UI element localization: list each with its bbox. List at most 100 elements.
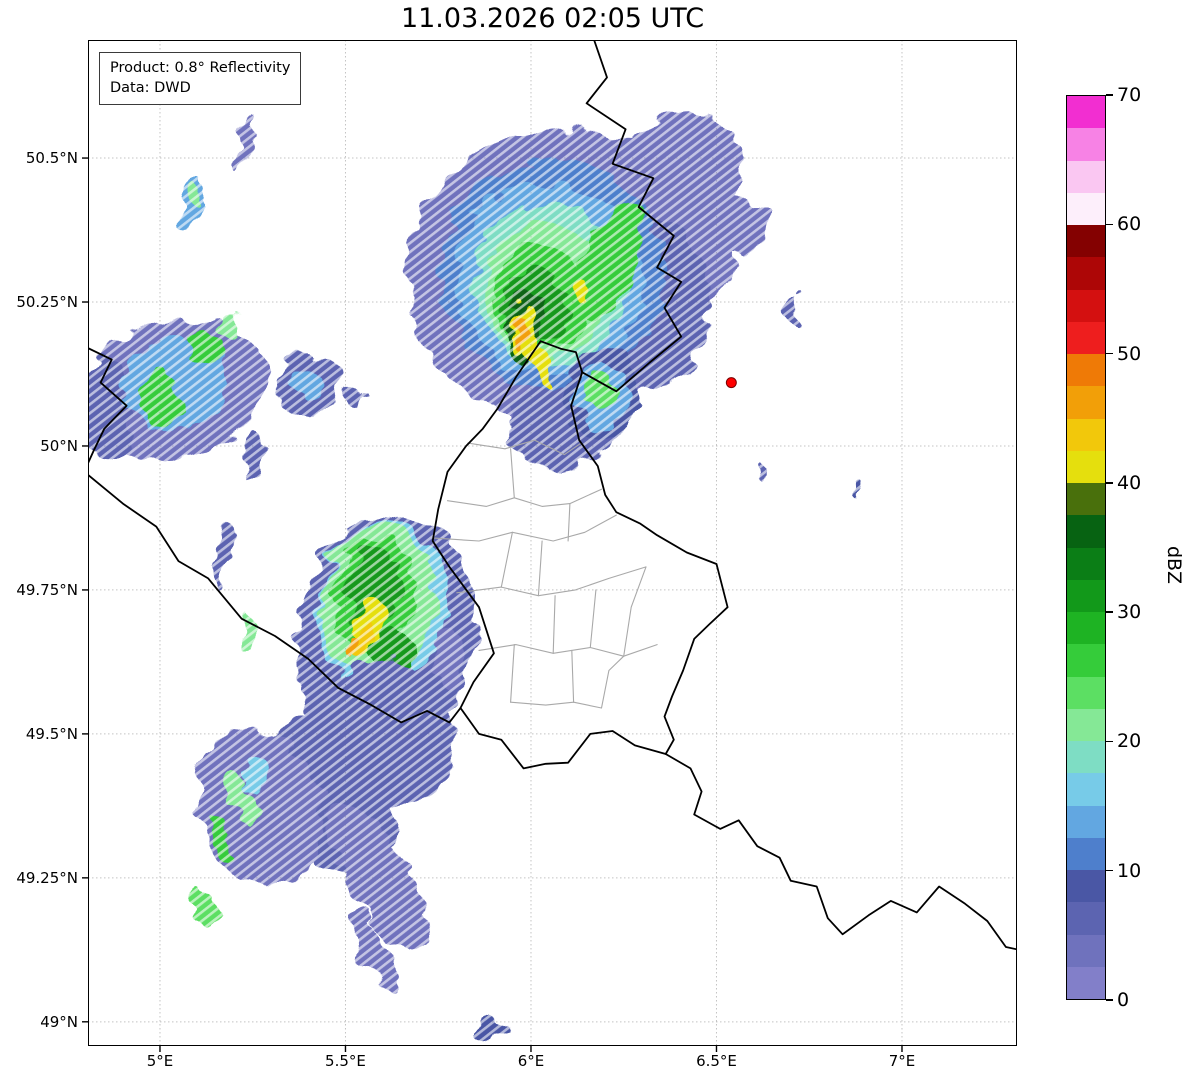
echo-cell (347, 634, 359, 661)
echo-cell (236, 115, 255, 166)
colorbar-segment (1067, 289, 1105, 322)
echo-cell (221, 313, 240, 337)
echo-cell (241, 612, 257, 648)
colorbar-segment (1067, 708, 1105, 741)
x-tick-label: 7°E (888, 1052, 916, 1070)
y-tick-label: 50.25°N (16, 293, 78, 311)
echo-cell (289, 365, 327, 400)
colorbar-segment (1067, 966, 1105, 999)
colorbar-tick-mark (1106, 611, 1113, 613)
colorbar-tick-label: 0 (1117, 989, 1130, 1011)
colorbar-segment (1067, 128, 1105, 161)
colorbar-segment (1067, 870, 1105, 903)
echo-cell (192, 882, 217, 932)
colorbar-segment (1067, 612, 1105, 645)
colorbar-tick-mark (1106, 482, 1113, 484)
colorbar-tick-label: 40 (1117, 471, 1142, 494)
colorbar-tick-label: 30 (1117, 601, 1142, 624)
colorbar-segment (1067, 192, 1105, 225)
fr-de-border (664, 753, 1017, 951)
y-tick-label: 49°N (40, 1012, 78, 1031)
admin-boundary (500, 531, 513, 588)
colorbar-segment (1067, 579, 1105, 612)
colorbar-segment (1067, 902, 1105, 935)
echo-cell (757, 463, 765, 481)
echo-cell (328, 801, 430, 955)
echo-cell (180, 176, 207, 233)
y-tick-label: 50°N (40, 436, 78, 455)
colorbar-segment (1067, 644, 1105, 677)
echo-cell (243, 756, 263, 792)
figure-title: 11.03.2026 02:05 UTC (400, 3, 705, 34)
border-layer (88, 40, 1017, 951)
colorbar-segment (1067, 934, 1105, 967)
admin-boundary (510, 701, 603, 709)
fr-be-border (88, 473, 462, 724)
colorbar-unit-label: dBZ (1163, 545, 1185, 585)
echo-cell (584, 371, 619, 412)
colorbar-segment (1067, 837, 1105, 870)
radar-echo-layer (88, 115, 864, 1037)
admin-boundary (510, 448, 515, 499)
colorbar-segment (1067, 321, 1105, 354)
admin-boundary (456, 566, 647, 597)
echo-cell (210, 816, 236, 859)
radar-map (82, 40, 1017, 1052)
be-de-border (581, 40, 683, 393)
echo-cell (434, 624, 465, 694)
admin-boundary (510, 644, 515, 703)
colorbar-tick-mark (1106, 999, 1113, 1001)
echo-cell (353, 622, 375, 662)
echo-cell (475, 1018, 506, 1037)
echo-cell (352, 910, 398, 995)
colorbar-tick-label: 60 (1117, 213, 1142, 236)
y-tick-label: 50.5°N (25, 149, 78, 168)
colorbar (1066, 95, 1106, 1000)
colorbar-segment (1067, 160, 1105, 193)
radar-site-marker (725, 377, 737, 389)
admin-boundary (467, 439, 582, 456)
x-tick-label: 5°E (146, 1052, 174, 1070)
axis-ticks (82, 157, 903, 1052)
colorbar-segment (1067, 741, 1105, 774)
admin-boundary (433, 514, 617, 542)
product-annotation: Product: 0.8° Reflectivity Data: DWD (99, 52, 302, 105)
colorbar-segment (1067, 676, 1105, 709)
colorbar-tick-label: 20 (1117, 730, 1142, 753)
echo-cell (191, 181, 203, 205)
y-tick-label: 49.75°N (16, 580, 78, 599)
colorbar-segment (1067, 96, 1105, 129)
echo-cell (573, 203, 645, 321)
admin-boundary (552, 595, 556, 654)
admin-boundary (567, 503, 571, 542)
echo-cell (225, 773, 258, 827)
admin-boundary (571, 649, 575, 703)
colorbar-segment (1067, 354, 1105, 387)
colorbar-segment (1067, 547, 1105, 580)
luxembourg-border (431, 340, 729, 770)
colorbar-segment (1067, 483, 1105, 516)
colorbar-segment (1067, 386, 1105, 419)
x-tick-label: 6°E (517, 1052, 545, 1070)
colorbar-segment (1067, 773, 1105, 806)
admin-boundary (478, 644, 658, 657)
admin-boundary (537, 540, 543, 597)
colorbar-segment (1067, 418, 1105, 451)
echo-cell (525, 337, 551, 388)
colorbar-segment (1067, 225, 1105, 258)
echo-cell (139, 373, 181, 426)
admin-boundary (589, 589, 597, 649)
echo-cell (242, 429, 263, 481)
colorbar-tick-mark (1106, 352, 1113, 355)
colorbar-tick-mark (1106, 740, 1113, 743)
echo-cell (187, 327, 222, 369)
colorbar-segment (1067, 515, 1105, 548)
y-tick-label: 49.25°N (16, 868, 78, 887)
y-tick-label: 49.5°N (25, 724, 78, 743)
echo-cell (858, 480, 864, 493)
colorbar-segment (1067, 805, 1105, 838)
fr-be-border-givet (88, 347, 128, 465)
colorbar-segment (1067, 257, 1105, 290)
admin-boundary (600, 655, 625, 709)
